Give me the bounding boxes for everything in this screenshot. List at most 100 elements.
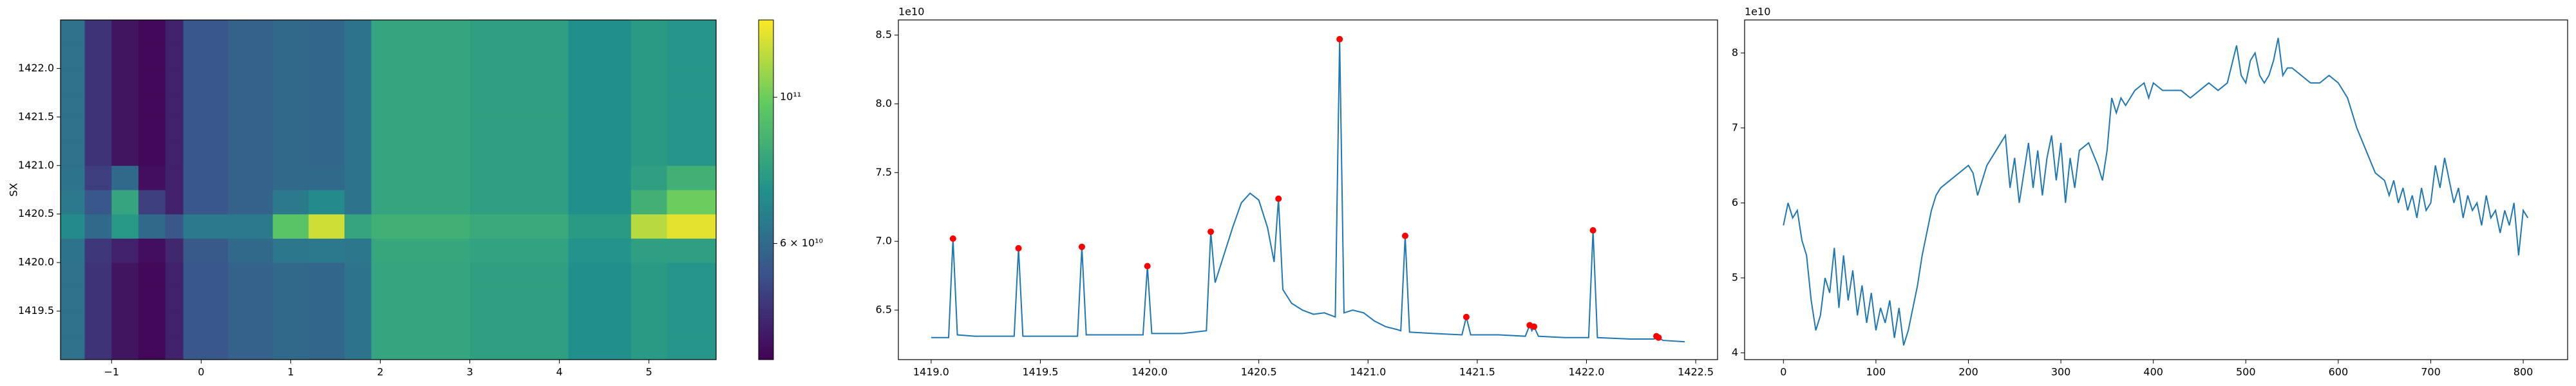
colorbar-gradient xyxy=(759,280,773,284)
heatmap-cell xyxy=(165,286,184,312)
colorbar-gradient xyxy=(759,181,773,185)
colorbar-gradient xyxy=(759,223,773,227)
offset-label: 1e10 xyxy=(1745,6,1770,18)
heatmap-cell xyxy=(138,44,166,69)
colorbar-gradient xyxy=(759,328,773,332)
heatmap-cell xyxy=(111,68,139,93)
colorbar-gradient xyxy=(759,326,773,329)
heatmap-cell xyxy=(308,286,345,312)
heatmap-cell xyxy=(84,20,112,45)
colorbar-gradient xyxy=(759,91,773,94)
heatmap-cell xyxy=(111,335,139,360)
colorbar-gradient xyxy=(759,257,773,261)
colorbar-gradient xyxy=(759,122,773,125)
x-tick-label: 300 xyxy=(2051,366,2071,378)
heatmap-cell xyxy=(138,141,166,166)
colorbar-gradient xyxy=(759,212,773,216)
colorbar-gradient xyxy=(759,119,773,122)
x-tick-label: 1421.5 xyxy=(1459,366,1495,378)
heatmap-cell xyxy=(371,286,471,312)
heatmap-cell xyxy=(228,286,274,312)
colorbar-gradient xyxy=(759,354,773,358)
y-tick-label: 8.5 xyxy=(876,28,892,41)
heatmap-cell xyxy=(165,116,184,142)
peak-marker xyxy=(1401,232,1408,239)
heatmap-cell xyxy=(667,68,716,93)
heatmap-cell xyxy=(371,238,471,263)
heatmap-cell xyxy=(344,286,372,312)
heatmap-cell xyxy=(469,44,569,69)
heatmap-cell xyxy=(272,44,309,69)
colorbar-gradient xyxy=(759,221,773,225)
heatmap-cell xyxy=(165,335,184,360)
colorbar-gradient xyxy=(759,172,773,176)
heatmap-cell xyxy=(344,190,372,215)
x-tick-label: 3 xyxy=(466,366,473,378)
heatmap-cell xyxy=(568,93,632,118)
heatmap-cell xyxy=(272,165,309,190)
heatmap-cell xyxy=(84,116,112,142)
heatmap-cell xyxy=(630,116,668,142)
colorbar-gradient xyxy=(759,201,773,205)
heatmap-cell xyxy=(61,68,86,93)
x-tick-label: 700 xyxy=(2421,366,2441,378)
colorbar-gradient xyxy=(759,263,773,267)
heatmap-cell xyxy=(183,311,229,336)
heatmap-cell xyxy=(568,20,632,45)
heatmap-cell xyxy=(308,190,345,215)
heatmap-cell xyxy=(371,262,471,288)
colorbar-gradient xyxy=(759,190,773,193)
heatmap-cell xyxy=(344,238,372,263)
colorbar-gradient xyxy=(759,105,773,108)
colorbar-gradient xyxy=(759,271,773,275)
heatmap-cell xyxy=(272,214,309,239)
colorbar-gradient xyxy=(759,107,773,111)
x-tick-label: 600 xyxy=(2329,366,2349,378)
heatmap-cell xyxy=(308,311,345,336)
colorbar-gradient xyxy=(759,331,773,335)
axes-frame xyxy=(1744,19,2568,360)
x-tick-label: 200 xyxy=(1958,366,1978,378)
heatmap-cell xyxy=(568,214,632,239)
heatmap-cell xyxy=(344,335,372,360)
colorbar-gradient xyxy=(759,232,773,235)
colorbar-gradient xyxy=(759,291,773,295)
heatmap-cell xyxy=(371,93,471,118)
heatmap-cell xyxy=(469,116,569,142)
heatmap-cell xyxy=(183,68,229,93)
heatmap-cell xyxy=(308,165,345,190)
panel: 1e10 1419.0 1419.5 1420.0 1420.5 1421.0 1421.5… xyxy=(876,6,1718,378)
peak-marker xyxy=(1208,228,1215,235)
colorbar-gradient xyxy=(759,261,773,264)
colorbar-gradient xyxy=(759,336,773,340)
data-line xyxy=(1783,37,2529,346)
heatmap-cell xyxy=(630,335,668,360)
heatmap-cell xyxy=(667,20,716,45)
colorbar-gradient xyxy=(759,144,773,148)
heatmap-cell xyxy=(272,262,309,288)
x-tick-label: 5 xyxy=(646,366,652,378)
x-tick-label: 1421.0 xyxy=(1350,366,1386,378)
heatmap-cell xyxy=(84,262,112,288)
heatmap-cell xyxy=(183,286,229,312)
heatmap-cell xyxy=(568,190,632,215)
colorbar-gradient xyxy=(759,99,773,103)
heatmap-cell xyxy=(667,141,716,166)
heatmap-cell xyxy=(308,20,345,45)
colorbar-gradient xyxy=(759,102,773,106)
colorbar-gradient xyxy=(759,300,773,304)
heatmap-cell xyxy=(630,68,668,93)
heatmap-cell xyxy=(272,311,309,336)
heatmap-cell xyxy=(469,286,569,312)
colorbar-gradient xyxy=(759,306,773,309)
colorbar-gradient xyxy=(759,215,773,219)
colorbar-gradient xyxy=(759,237,773,241)
x-tick-label: 1422.0 xyxy=(1568,366,1604,378)
heatmap-cell xyxy=(667,93,716,118)
colorbar-gradient xyxy=(759,297,773,301)
heatmap-cell xyxy=(568,311,632,336)
colorbar-gradient xyxy=(759,167,773,170)
heatmap-cell xyxy=(469,93,569,118)
heatmap-cell xyxy=(138,165,166,190)
